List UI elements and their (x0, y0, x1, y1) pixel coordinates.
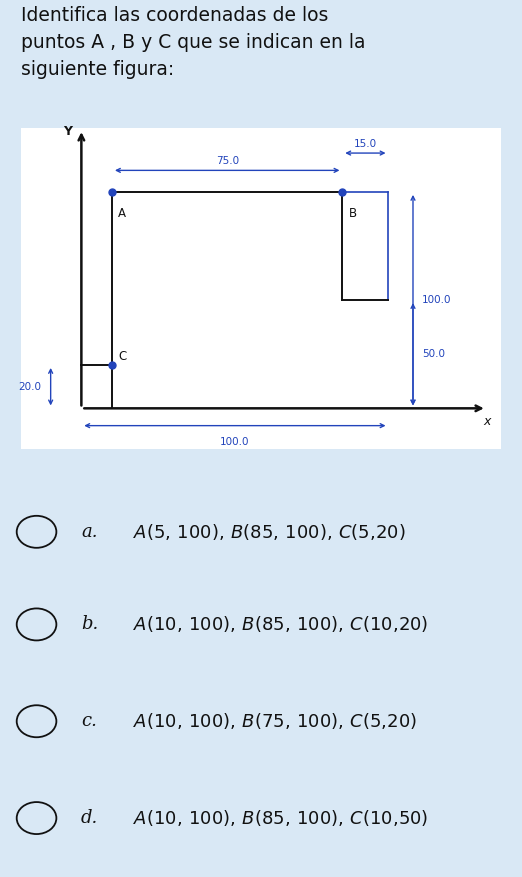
FancyBboxPatch shape (21, 128, 501, 449)
Text: $A(10,\,100),\,B(75,\,100),\,C(5{,}20)$: $A(10,\,100),\,B(75,\,100),\,C(5{,}20)$ (133, 711, 417, 731)
Text: d.: d. (81, 809, 98, 827)
Text: Identifica las coordenadas de los
puntos A , B y C que se indican en la
siguient: Identifica las coordenadas de los puntos… (21, 6, 365, 79)
Text: c.: c. (81, 712, 97, 731)
Text: B: B (349, 207, 357, 220)
Text: 15.0: 15.0 (354, 139, 377, 149)
Text: $A(10,\,100),\,B(85,\,100),\,C(10{,}50)$: $A(10,\,100),\,B(85,\,100),\,C(10{,}50)$ (133, 808, 429, 828)
Text: $A(10,\,100),\,B(85,\,100),\,C(10{,}20)$: $A(10,\,100),\,B(85,\,100),\,C(10{,}20)$ (133, 615, 429, 634)
Text: 100.0: 100.0 (422, 296, 452, 305)
Text: A: A (118, 207, 126, 220)
Text: a.: a. (81, 523, 98, 541)
Text: C: C (118, 350, 126, 363)
Text: $A(5,\,100),\,B(85,\,100),\,C(5{,}20)$: $A(5,\,100),\,B(85,\,100),\,C(5{,}20)$ (133, 522, 406, 542)
Text: 50.0: 50.0 (422, 349, 445, 360)
Text: 20.0: 20.0 (18, 381, 41, 392)
Text: Y: Y (63, 125, 72, 138)
Text: x: x (483, 415, 490, 428)
Text: 75.0: 75.0 (216, 156, 239, 166)
Text: 100.0: 100.0 (220, 438, 250, 447)
Text: b.: b. (81, 616, 98, 633)
